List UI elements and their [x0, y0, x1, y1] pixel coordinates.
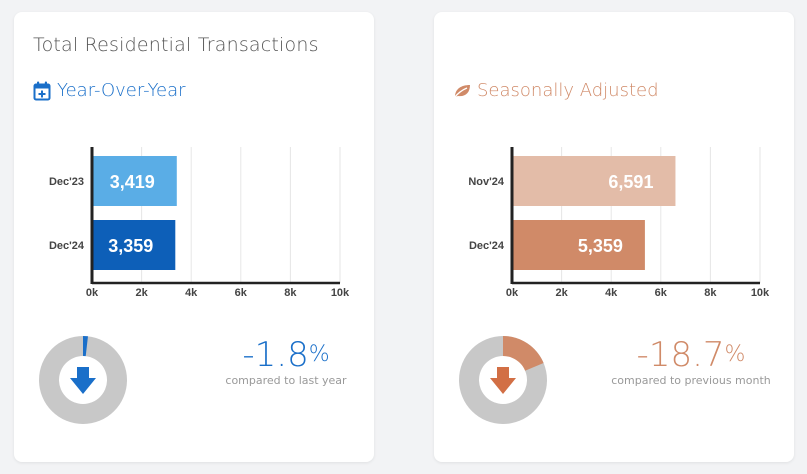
subtitle-seasonally-adjusted: Seasonally Adjusted: [453, 80, 659, 101]
yoy-tick-label: 4k: [185, 287, 198, 299]
sa-change-value: -18.7: [636, 335, 725, 375]
sa-tick-label: 0k: [506, 287, 519, 299]
yoy-change-unit: %: [308, 342, 330, 367]
sa-tick-label: 8k: [704, 287, 717, 299]
sa-bar: [512, 220, 645, 270]
yoy-change: -1.8% compared to last year: [186, 337, 386, 387]
calendar-plus-icon: [33, 81, 51, 100]
sa-tick-label: 10k: [751, 287, 770, 299]
yoy-bar-chart: 0k 2k 4k 6k 8k 10k 3,419 Dec'23 3,359 Dec'24: [49, 147, 350, 299]
yoy-change-value: -1.8: [242, 335, 309, 375]
sa-tick-label: 6k: [655, 287, 668, 299]
card-year-over-year: Total Residential Transactions Year-Over…: [14, 12, 374, 462]
yoy-tick-label: 2k: [135, 287, 148, 299]
yoy-bar-value-label: 3,419: [110, 172, 155, 192]
yoy-tick-label: 8k: [284, 287, 297, 299]
yoy-tick-label: 0k: [86, 287, 99, 299]
subtitle-year-over-year: Year-Over-Year: [33, 80, 186, 101]
sa-category-label: Dec'24: [469, 240, 505, 252]
yoy-tick-label: 6k: [235, 287, 248, 299]
yoy-bar: [92, 156, 177, 206]
sa-bar: [512, 156, 676, 206]
yoy-bar-value-label: 3,359: [108, 236, 153, 256]
yoy-category-label: Dec'23: [49, 176, 84, 188]
yoy-category-label: Dec'24: [49, 240, 85, 252]
yoy-change-label: compared to last year: [225, 374, 347, 387]
sa-change-unit: %: [724, 342, 746, 367]
card-title: Total Residential Transactions: [33, 34, 319, 56]
sa-tick-label: 2k: [555, 287, 568, 299]
sa-bar-value-label: 6,591: [608, 172, 653, 192]
sa-bar-chart: 0k 2k 4k 6k 8k 10k 6,591 Nov'24 5,359 Dec'24: [468, 147, 770, 299]
arrow-down-icon: [70, 367, 96, 394]
sa-change: -18.7% compared to previous month: [591, 337, 791, 387]
yoy-bar: [92, 220, 176, 270]
subtitle-label: Year-Over-Year: [57, 80, 186, 101]
yoy-donut-gauge: [39, 336, 127, 424]
sa-donut-gauge: [459, 336, 547, 424]
sa-bar-value-label: 5,359: [578, 236, 623, 256]
card-seasonally-adjusted: Seasonally Adjusted 0k 2k 4k 6k 8k 10k 6,591 No…: [434, 12, 794, 462]
yoy-tick-label: 10k: [331, 287, 350, 299]
leaf-icon: [453, 84, 470, 98]
sa-category-label: Nov'24: [468, 176, 505, 188]
sa-change-label: compared to previous month: [611, 374, 771, 387]
subtitle-label: Seasonally Adjusted: [477, 80, 659, 101]
arrow-down-icon: [490, 367, 516, 394]
sa-tick-label: 4k: [605, 287, 618, 299]
